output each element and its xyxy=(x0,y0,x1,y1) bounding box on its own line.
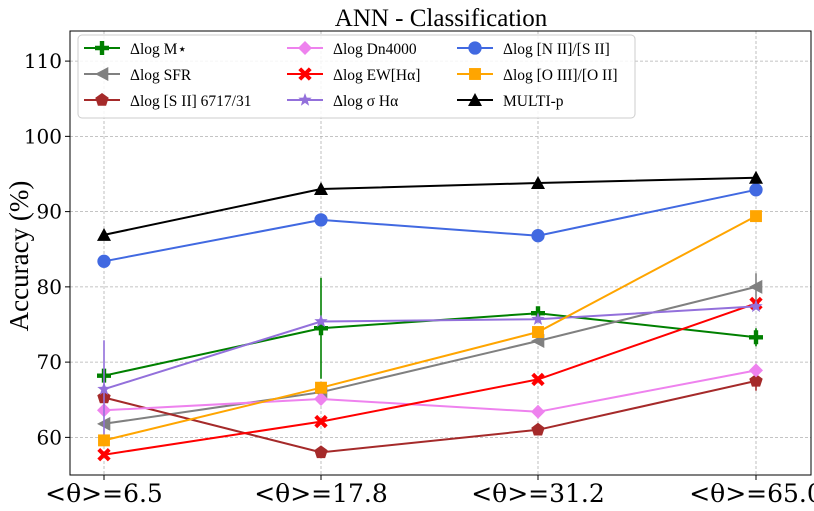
data-point-marker xyxy=(468,93,482,106)
legend-label: Δlog [O III]/[O II] xyxy=(503,67,618,84)
data-point-marker xyxy=(532,326,544,338)
legend-box xyxy=(77,34,636,119)
chart-title: ANN - Classification xyxy=(335,5,548,32)
data-point-marker xyxy=(749,183,763,197)
legend-entry: Δlog EW[Hα] xyxy=(287,67,420,84)
series-line xyxy=(103,369,757,413)
series-5 xyxy=(97,299,763,439)
data-point-marker xyxy=(749,299,763,313)
series-2 xyxy=(97,371,763,459)
data-point-marker xyxy=(750,210,762,223)
data-point-marker xyxy=(469,68,481,80)
series-1 xyxy=(97,273,763,431)
series-layer xyxy=(97,170,763,462)
data-point-marker xyxy=(749,363,763,378)
data-point-marker xyxy=(314,445,328,459)
data-point-marker xyxy=(749,279,763,294)
legend-entry: Δlog [O III]/[O II] xyxy=(457,67,618,84)
data-point-marker xyxy=(95,41,110,55)
legend-label: Δlog Dn4000 xyxy=(333,41,417,58)
x-tick-label: <θ>=65.0 xyxy=(689,479,814,508)
y-tick-label: 100 xyxy=(24,124,62,148)
series-line xyxy=(103,176,757,236)
data-point-marker xyxy=(468,41,482,55)
axes: 60 70 80 90 100 110 <θ>=6.5 <θ>=17.8 <θ>=31.2 <θ>… xyxy=(24,49,814,508)
legend-label: Δlog EW[Hα] xyxy=(333,67,420,84)
x-tick-label: <θ>=17.8 xyxy=(254,479,388,508)
series-7 xyxy=(98,210,762,447)
legend-label: Δlog [N II]/[S II] xyxy=(503,41,610,58)
data-point-marker xyxy=(298,93,312,106)
data-point-marker xyxy=(314,213,328,227)
legend-entry: MULTI-p xyxy=(457,93,564,110)
data-point-marker xyxy=(314,414,328,429)
legend-entry: Δlog Dn4000 xyxy=(287,41,417,58)
data-point-marker xyxy=(531,422,545,436)
data-point-marker xyxy=(531,404,545,419)
data-point-marker xyxy=(749,373,763,387)
series-6 xyxy=(97,183,763,268)
legend-label: Δlog M⋆ xyxy=(130,41,187,58)
data-point-marker xyxy=(97,448,111,462)
series-3 xyxy=(97,363,763,419)
data-point-marker xyxy=(531,229,545,243)
data-point-marker xyxy=(97,254,111,268)
y-tick-label: 60 xyxy=(37,425,62,449)
marker-stroke xyxy=(531,372,545,387)
data-point-marker xyxy=(531,176,545,189)
marker-stroke xyxy=(97,448,111,462)
legend-label: Δlog [S II] 6717/31 xyxy=(130,93,251,110)
data-point-marker xyxy=(95,67,109,81)
legend: Δlog M⋆ Δlog SFR Δlog [S II] 6717/31 Δlog D… xyxy=(77,34,636,119)
marker-stroke xyxy=(314,414,328,429)
legend-entry: Δlog SFR xyxy=(84,67,192,84)
legend-entry: Δlog σ Hα xyxy=(287,93,398,110)
data-point-marker xyxy=(314,314,328,328)
data-point-marker xyxy=(298,41,312,55)
series-8 xyxy=(97,170,763,241)
data-point-marker xyxy=(749,170,763,184)
series-line xyxy=(103,379,757,454)
data-point-marker xyxy=(314,391,328,406)
data-point-marker xyxy=(749,330,763,345)
data-point-marker xyxy=(97,227,111,241)
y-axis-label: Accuracy (%) xyxy=(4,181,34,332)
x-tick-label: <θ>=31.2 xyxy=(471,479,605,508)
series-line xyxy=(103,302,757,456)
data-point-marker xyxy=(298,67,312,81)
legend-entry: Δlog [N II]/[S II] xyxy=(457,41,610,58)
data-point-marker xyxy=(531,312,545,325)
series-line xyxy=(103,188,757,263)
x-tick-label: <θ>=6.5 xyxy=(45,479,163,508)
series-line xyxy=(103,285,757,425)
marker-stroke xyxy=(298,67,312,81)
y-tick-label: 90 xyxy=(37,200,62,224)
legend-entry: Δlog [S II] 6717/31 xyxy=(84,93,251,110)
data-point-marker xyxy=(98,434,110,447)
y-tick-label: 110 xyxy=(24,49,62,73)
data-point-marker xyxy=(314,321,328,336)
plot-frame xyxy=(69,30,812,476)
data-point-marker xyxy=(314,182,328,195)
data-point-marker xyxy=(315,381,327,394)
data-point-marker xyxy=(531,372,545,387)
series-line xyxy=(103,305,757,391)
series-4 xyxy=(97,296,763,462)
legend-label: Δlog σ Hα xyxy=(333,93,398,110)
legend-entry: Δlog M⋆ xyxy=(84,41,187,58)
data-point-marker xyxy=(97,382,111,395)
legend-label: Δlog SFR xyxy=(130,67,192,84)
data-point-marker xyxy=(95,93,109,106)
y-tick-label: 80 xyxy=(37,275,62,299)
y-tick-label: 70 xyxy=(37,350,62,374)
series-line xyxy=(103,215,757,442)
legend-label: MULTI-p xyxy=(503,93,564,110)
